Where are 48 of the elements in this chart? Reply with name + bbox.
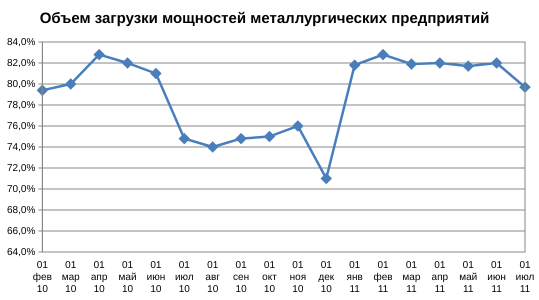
point — [378, 49, 388, 60]
point — [150, 68, 162, 79]
y-tick-label: 74,0% — [6, 142, 36, 153]
y-tick-label: 64,0% — [6, 246, 36, 258]
point — [94, 49, 104, 60]
y-tick-label: 72,0% — [6, 162, 36, 174]
x-tick-label: 01 апр 10 — [90, 260, 108, 295]
x-tick-label: 01 дек 10 — [318, 260, 335, 295]
y-tick-label: 76,0% — [6, 120, 36, 132]
y-tick-label: 80,0% — [6, 78, 36, 90]
y-tick-label: 82,0% — [6, 58, 36, 69]
x-tick-label: 01 июл 10 — [174, 260, 194, 295]
x-tick-label: 01 сен 10 — [233, 260, 250, 295]
point — [207, 142, 218, 152]
x-tick-label: 01 июл 11 — [516, 260, 535, 295]
x-tick-label: 01 мар 10 — [62, 260, 80, 295]
point — [462, 60, 474, 72]
point — [520, 82, 530, 92]
chart-title: Объем загрузки мощностей металлургических предприятий — [40, 10, 490, 28]
x-tick-label: 01 июн 11 — [487, 260, 506, 295]
x-tick-label: 01 ноя 10 — [290, 260, 306, 295]
y-tick-label: 68,0% — [6, 204, 36, 216]
y-tick-label: 78,0% — [6, 100, 36, 111]
y-tick-label: 84,0% — [6, 36, 36, 48]
x-tick-label: 01 авг 10 — [205, 260, 220, 295]
point — [37, 85, 48, 96]
x-tick-label: 01 май 11 — [459, 260, 478, 295]
point — [491, 58, 502, 68]
point — [236, 133, 246, 144]
x-tick-label: 01 май 10 — [118, 260, 137, 295]
x-tick-label: 01 апр 11 — [432, 260, 449, 295]
x-tick-label: 01 фев 11 — [373, 260, 393, 295]
point — [292, 120, 304, 132]
point — [349, 60, 360, 70]
point — [406, 58, 417, 70]
y-tick-label: 66,0% — [6, 226, 36, 237]
x-tick-label: 01 мар 11 — [402, 260, 421, 295]
point — [179, 133, 190, 144]
y-tick-label: 70,0% — [6, 184, 36, 195]
point — [122, 58, 133, 68]
point — [65, 78, 76, 90]
point — [434, 58, 446, 68]
x-tick-label: 01 окт 10 — [262, 260, 278, 295]
point — [264, 131, 275, 142]
x-tick-label: 01 фев 10 — [32, 260, 52, 295]
x-tick-label: 01 янв 11 — [346, 260, 363, 295]
x-tick-label: 01 июн 10 — [146, 260, 166, 295]
point — [321, 173, 332, 184]
